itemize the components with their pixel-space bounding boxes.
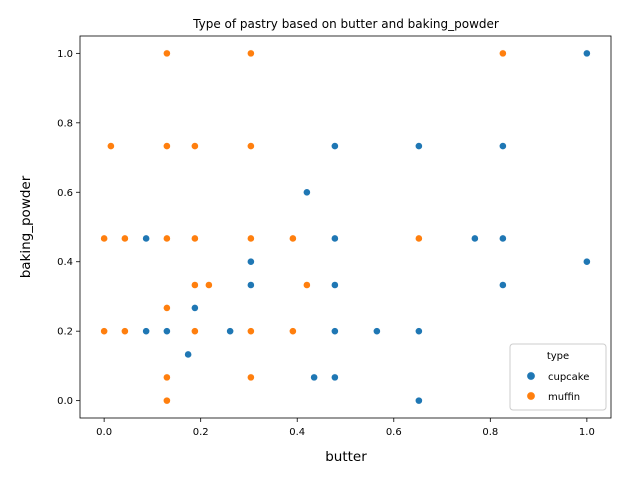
- data-point-cupcake: [498, 234, 507, 243]
- data-point-muffin: [246, 142, 255, 150]
- data-point-cupcake: [372, 327, 381, 336]
- plot-area-frame: [79, 35, 612, 419]
- data-point-cupcake: [330, 234, 339, 243]
- data-point-muffin: [162, 373, 171, 382]
- x-tick-label: 0.6: [386, 427, 402, 438]
- data-point-muffin: [190, 281, 199, 289]
- x-axis-ticks: 0.0 0.2 0.4 0.6 0.8 1.0: [96, 418, 595, 438]
- data-point-muffin: [190, 234, 199, 243]
- data-point-muffin: [302, 281, 311, 289]
- data-point-muffin: [120, 234, 129, 243]
- data-point-muffin: [288, 234, 297, 243]
- legend-marker-muffin: [526, 391, 536, 401]
- data-point-cupcake: [190, 304, 199, 312]
- data-point-muffin: [162, 396, 171, 405]
- data-point-muffin: [120, 327, 129, 336]
- data-point-cupcake: [414, 142, 423, 150]
- y-axis-title: baking_powder: [18, 175, 34, 278]
- x-tick-label: 1.0: [579, 427, 595, 438]
- x-axis-title: butter: [325, 449, 367, 465]
- legend-title: type: [547, 351, 569, 362]
- data-point-muffin: [106, 142, 115, 150]
- y-tick-label: 0.8: [57, 118, 73, 129]
- data-point-muffin: [246, 327, 255, 336]
- data-point-cupcake: [302, 188, 311, 197]
- data-point-cupcake: [330, 142, 339, 150]
- data-point-cupcake: [226, 327, 235, 336]
- x-tick-label: 0.0: [96, 427, 112, 438]
- data-point-cupcake: [414, 396, 423, 405]
- data-point-cupcake: [184, 350, 193, 359]
- y-tick-label: 0.6: [57, 188, 73, 199]
- x-tick-label: 0.2: [193, 427, 209, 438]
- data-point-cupcake: [498, 281, 507, 289]
- data-point-muffin: [414, 234, 423, 243]
- data-point-cupcake: [330, 327, 339, 336]
- chart-title: Type of pastry based on butter and bakin…: [192, 17, 499, 31]
- data-point-cupcake: [582, 49, 591, 58]
- y-tick-label: 0.0: [57, 396, 73, 407]
- data-point-cupcake: [310, 373, 319, 382]
- y-tick-label: 0.4: [57, 257, 73, 268]
- legend-marker-cupcake: [526, 371, 536, 381]
- x-tick-label: 0.8: [482, 427, 498, 438]
- y-tick-label: 0.2: [57, 327, 73, 338]
- data-point-muffin: [190, 142, 199, 150]
- data-point-cupcake: [142, 234, 151, 243]
- data-point-cupcake: [414, 327, 423, 336]
- data-point-cupcake: [470, 234, 479, 243]
- legend-label-muffin: muffin: [548, 392, 580, 403]
- data-point-muffin: [246, 373, 255, 382]
- data-point-cupcake: [162, 327, 171, 336]
- data-point-muffin: [162, 304, 171, 312]
- data-point-cupcake: [246, 281, 255, 289]
- data-point-cupcake: [330, 373, 339, 382]
- data-point-muffin: [162, 142, 171, 150]
- data-point-cupcake: [330, 281, 339, 289]
- data-point-muffin: [100, 234, 109, 243]
- data-point-muffin: [190, 327, 199, 336]
- data-point-muffin: [100, 327, 109, 336]
- y-axis-ticks: 0.0 0.2 0.4 0.6 0.8 1.0: [57, 49, 80, 407]
- data-point-muffin: [288, 327, 297, 336]
- data-point-cupcake: [142, 327, 151, 336]
- y-tick-label: 1.0: [57, 49, 73, 60]
- data-point-cupcake: [246, 257, 255, 266]
- data-point-muffin: [162, 234, 171, 243]
- x-tick-label: 0.4: [289, 427, 305, 438]
- data-point-muffin: [246, 234, 255, 243]
- legend-label-cupcake: cupcake: [548, 372, 589, 383]
- data-point-muffin: [162, 49, 171, 58]
- data-point-muffin: [204, 281, 213, 289]
- data-point-cupcake: [582, 257, 591, 266]
- data-points: [100, 49, 591, 405]
- data-point-cupcake: [498, 142, 507, 150]
- data-point-muffin: [498, 49, 507, 58]
- data-point-muffin: [246, 49, 255, 58]
- legend: type cupcake muffin: [509, 343, 607, 411]
